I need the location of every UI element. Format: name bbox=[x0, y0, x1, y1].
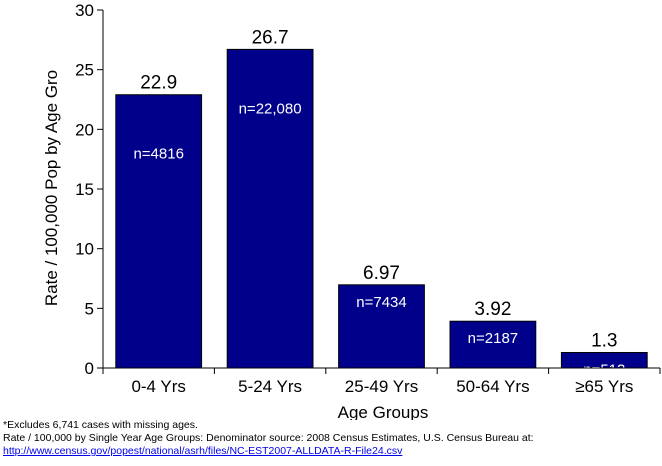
bar-value-label: 26.7 bbox=[252, 27, 289, 48]
footnote-denominator-source: Rate / 100,000 by Single Year Age Groups… bbox=[3, 432, 534, 444]
y-tick-label: 25 bbox=[75, 61, 94, 80]
x-tick-label: 0-4 Yrs bbox=[131, 377, 186, 396]
footnotes: *Excludes 6,741 cases with missing ages.… bbox=[3, 419, 534, 458]
bar-value-label: 6.97 bbox=[363, 263, 400, 284]
y-tick-label: 10 bbox=[75, 240, 94, 259]
x-tick-label: 50-64 Yrs bbox=[456, 377, 529, 396]
bar-value-label: 22.9 bbox=[140, 73, 177, 94]
bar-value-label: 3.92 bbox=[474, 299, 511, 320]
x-tick-label: ≥65 Yrs bbox=[575, 377, 633, 396]
bar-n-label: n=7434 bbox=[356, 294, 406, 311]
x-tick-label: 5-24 Yrs bbox=[238, 377, 302, 396]
y-tick-label: 5 bbox=[85, 299, 94, 318]
y-axis-ticks: 0 5 10 15 20 25 30 bbox=[75, 1, 103, 378]
x-tick-label: 25-49 Yrs bbox=[345, 377, 418, 396]
bars bbox=[115, 48, 648, 369]
footnote-missing-ages: *Excludes 6,741 cases with missing ages. bbox=[3, 419, 198, 431]
bar-value-label: 1.3 bbox=[591, 330, 617, 351]
bar bbox=[226, 48, 314, 369]
y-axis-title: Rate / 100,000 Pop by Age Gro bbox=[42, 70, 61, 306]
x-axis-ticks: 0-4 Yrs 5-24 Yrs 25-49 Yrs 50-64 Yrs ≥65 Yrs bbox=[102, 368, 661, 396]
bar bbox=[115, 94, 203, 369]
y-tick-label: 0 bbox=[85, 359, 94, 378]
census-source-link[interactable]: http://www.census.gov/popest/national/as… bbox=[3, 445, 403, 457]
bar-n-label: n=4816 bbox=[133, 146, 183, 163]
bar-labels: 22.9 n=4816 26.7 n=22,080 6.97 n=7434 3.92 n=21… bbox=[133, 27, 625, 378]
bar-chart: 0 5 10 15 20 25 30 22.9 n=4816 26.7 n=22,080 6.97 n… bbox=[42, 1, 661, 420]
bar-n-label: n=2187 bbox=[468, 330, 518, 347]
y-tick-label: 30 bbox=[75, 1, 94, 20]
y-tick-label: 15 bbox=[75, 180, 94, 199]
bar-n-label: n=513 bbox=[583, 361, 625, 378]
y-tick-label: 20 bbox=[75, 120, 94, 139]
x-axis-title: Age Groups bbox=[338, 403, 429, 420]
bar-n-label: n=22,080 bbox=[239, 100, 302, 117]
bar bbox=[449, 320, 537, 369]
